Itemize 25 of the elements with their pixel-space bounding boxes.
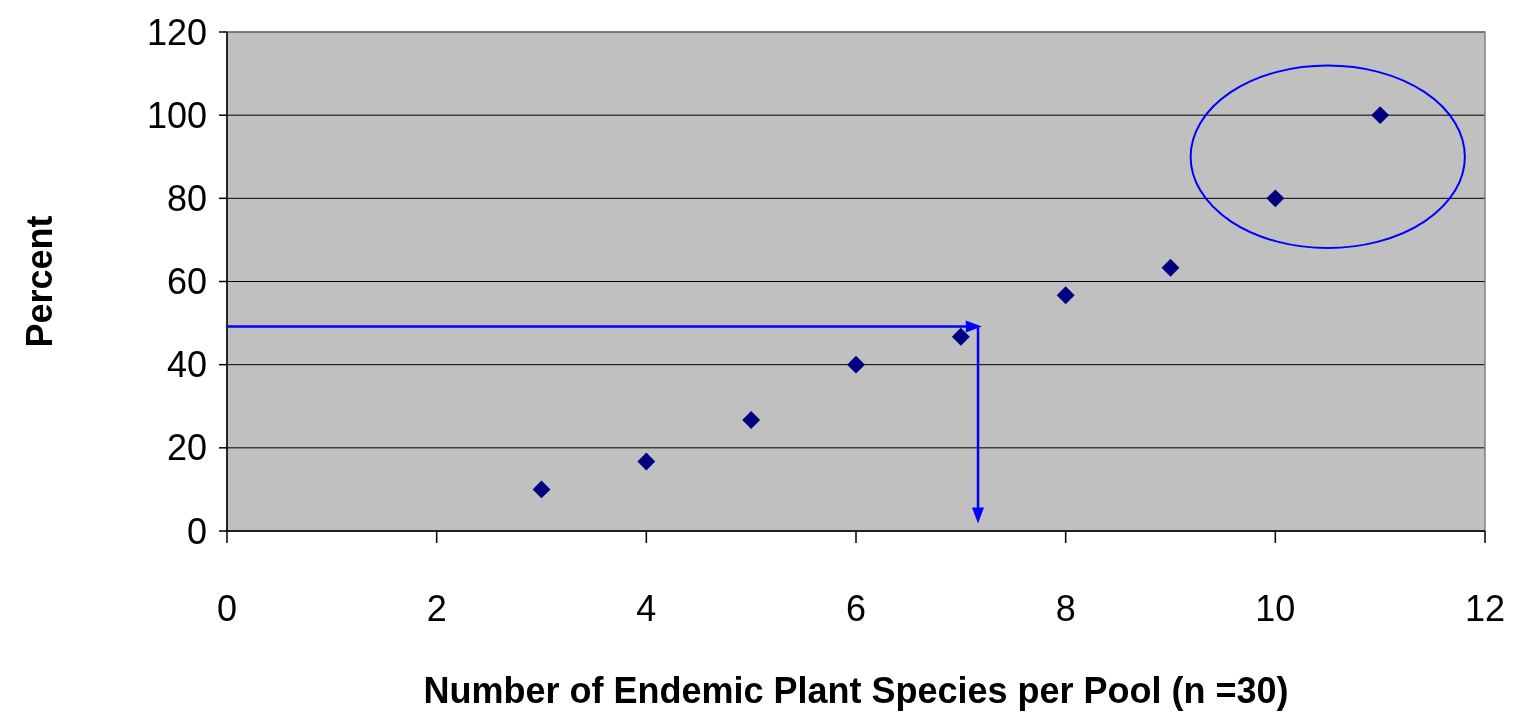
point xyxy=(742,411,761,429)
y-tick-label: 20 xyxy=(166,427,207,469)
point xyxy=(1161,258,1180,277)
x-tick-label: 10 xyxy=(1255,588,1296,629)
y-tick-label: 0 xyxy=(186,510,207,552)
x-tick-label: 12 xyxy=(1464,588,1506,629)
x-tick-label: 6 xyxy=(845,588,867,629)
y-tick-label: 100 xyxy=(146,94,207,136)
y-tick-label: 80 xyxy=(166,177,207,219)
x-tick-label: 8 xyxy=(1055,588,1076,629)
point xyxy=(637,452,656,471)
point xyxy=(847,355,865,374)
point xyxy=(1266,189,1285,208)
y-tick-label: 120 xyxy=(146,11,207,53)
point xyxy=(951,327,970,346)
y-tick-label: 40 xyxy=(166,344,207,386)
x-axis-title: Number of Endemic Plant Species per Pool (n =30) xyxy=(423,670,1289,711)
x-tick-label: 0 xyxy=(216,588,238,629)
y-tick-label: 60 xyxy=(166,261,207,303)
x-tick-label: 2 xyxy=(426,588,447,629)
point xyxy=(1371,106,1390,125)
point xyxy=(532,480,551,499)
x-tick-label: 4 xyxy=(636,588,657,629)
y-axis-title: Percent xyxy=(19,215,60,348)
point xyxy=(1056,286,1075,305)
